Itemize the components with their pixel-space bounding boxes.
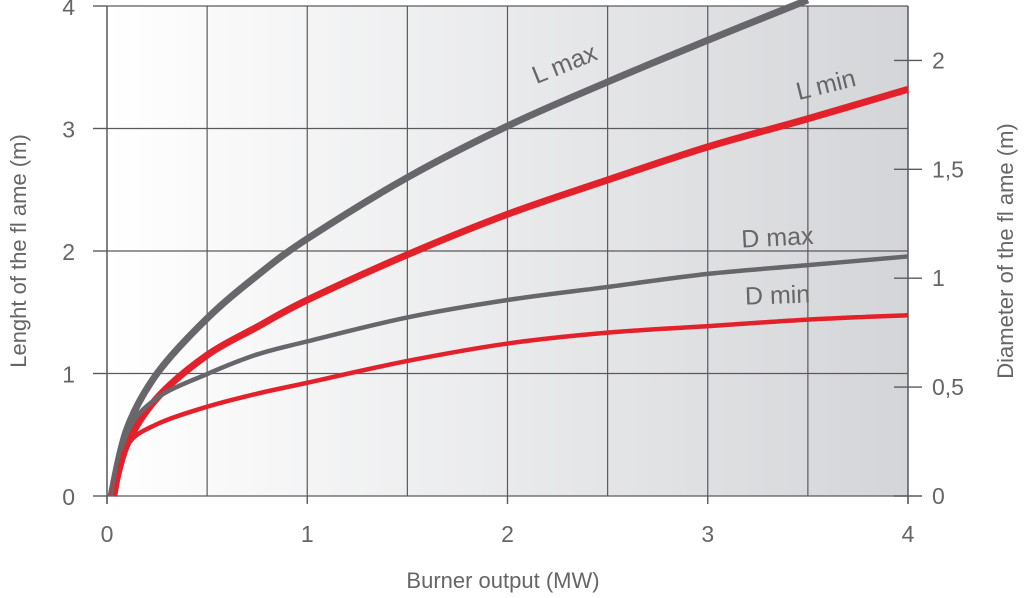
y2-tick-label: 2 xyxy=(932,47,945,73)
x-tick-label: 1 xyxy=(301,521,314,547)
x-tick-label: 2 xyxy=(501,521,514,547)
x-tick-label: 4 xyxy=(902,521,915,547)
y-tick-label: 3 xyxy=(62,117,75,143)
y2-tick-label: 0,5 xyxy=(932,374,964,400)
x-axis-label: Burner output (MW) xyxy=(406,568,599,593)
series-lines xyxy=(107,0,909,497)
x-tick-label: 3 xyxy=(701,521,714,547)
y-tick-label: 2 xyxy=(62,239,75,265)
series-label-d-min: D min xyxy=(744,280,810,310)
series-label-d-max: D max xyxy=(741,222,815,254)
y-tick-label: 4 xyxy=(62,0,75,20)
y2-tick-label: 1 xyxy=(932,265,945,291)
series-line-d-max xyxy=(110,254,909,497)
y-tick-label: 0 xyxy=(62,484,75,510)
y2-axis-label: Diameter of the fl ame (m) xyxy=(993,123,1018,379)
y2-tick-label: 1,5 xyxy=(932,156,964,182)
y-tick-label: 1 xyxy=(62,362,75,388)
x-tick-label: 0 xyxy=(101,521,114,547)
series-line-l-max xyxy=(107,0,810,497)
series-line-d-min xyxy=(112,312,909,497)
y2-tick-label: 0 xyxy=(932,483,945,509)
y-axis-label: Lenght of the fl ame (m) xyxy=(6,134,31,368)
